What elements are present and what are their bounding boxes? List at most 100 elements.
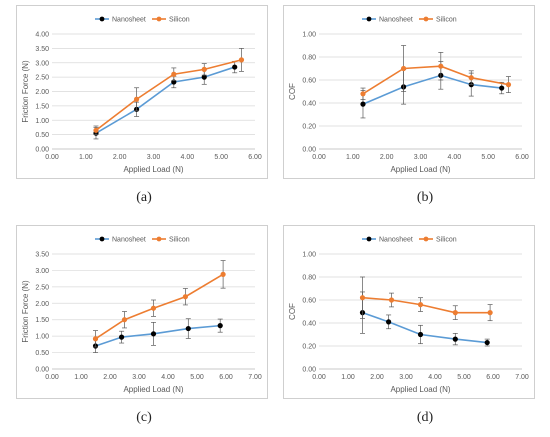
y-tick-label: 0.00 — [35, 147, 49, 154]
x-tick-label: 0.00 — [312, 374, 326, 381]
caption-d: (d) — [416, 410, 434, 425]
y-tick-label: 0.00 — [302, 367, 316, 374]
y-tick-label: 0.80 — [302, 55, 316, 62]
x-tick-label: 2.00 — [103, 374, 117, 381]
y-tick-label: 1.00 — [35, 118, 49, 125]
chart-panel-a: 0.00 0.50 1.00 1.50 2.00 2.50 3.00 3.50 4.00 0.00… — [16, 5, 268, 179]
legend-label: Nanosheet — [112, 237, 146, 244]
data-point — [201, 74, 207, 80]
x-axis-label: Applied Load (N) — [390, 165, 450, 174]
y-tick-label: 4.00 — [35, 32, 49, 39]
data-point — [452, 310, 458, 316]
data-point — [386, 319, 392, 325]
x-tick-label: 6.00 — [219, 374, 233, 381]
data-point — [171, 71, 177, 77]
data-point — [119, 334, 125, 340]
chart-svg: 0.00 0.20 0.40 0.60 0.80 1.00 0.00 1.00 2.00 3.00… — [288, 236, 529, 395]
y-axis-label: Friction Force (N) — [21, 280, 30, 343]
y-tick-label: 2.50 — [35, 75, 49, 82]
legend-marker — [99, 236, 105, 242]
y-tick-label: 1.00 — [302, 252, 316, 259]
x-tick-label: 7.00 — [248, 374, 262, 381]
x-tick-label: 6.00 — [515, 154, 529, 161]
caption-a: (a) — [136, 190, 152, 205]
y-tick-label: 2.00 — [35, 89, 49, 96]
y-tick-label: 3.50 — [35, 252, 49, 259]
x-tick-label: 3.00 — [414, 154, 428, 161]
y-axis-label: COF — [288, 303, 297, 320]
x-axis-label: Applied Load (N) — [123, 385, 183, 394]
legend-label: Silicon — [436, 237, 457, 244]
y-tick-label: 0.00 — [35, 367, 49, 374]
x-tick-label: 4.00 — [181, 154, 195, 161]
legend-marker — [366, 16, 372, 22]
y-tick-label: 0.50 — [35, 132, 49, 139]
y-tick-label: 0.00 — [302, 147, 316, 154]
data-point — [150, 331, 157, 337]
data-point — [505, 82, 512, 88]
x-tick-label: 5.00 — [481, 154, 495, 161]
x-tick-label: 0.00 — [45, 374, 59, 381]
x-tick-label: 4.00 — [448, 154, 462, 161]
legend-label: Silicon — [169, 237, 190, 244]
chart-svg: 0.00 0.50 1.00 1.50 2.00 2.50 3.00 3.50 0.00 1.00… — [21, 236, 262, 395]
y-axis-label: COF — [288, 83, 297, 100]
y-tick-label: 3.00 — [35, 60, 49, 67]
y-tick-label: 0.60 — [302, 78, 316, 85]
legend-label: Nanosheet — [379, 237, 413, 244]
caption-b: (b) — [416, 190, 434, 205]
data-point — [217, 323, 223, 329]
data-point — [417, 302, 424, 308]
y-tick-label: 3.50 — [35, 46, 49, 53]
legend-marker — [156, 236, 162, 242]
chart-svg: 0.00 0.20 0.40 0.60 0.80 1.00 0.00 1.00 2.00 3.00… — [288, 16, 529, 175]
caption-c: (c) — [136, 410, 152, 425]
series-line — [95, 273, 224, 340]
x-tick-label: 4.00 — [161, 374, 175, 381]
y-axis-label: Friction Force (N) — [21, 60, 30, 123]
legend-label: Nanosheet — [379, 17, 413, 24]
x-tick-label: 6.00 — [248, 154, 262, 161]
data-point — [499, 85, 505, 91]
x-tick-label: 3.00 — [399, 374, 413, 381]
y-tick-label: 0.20 — [302, 124, 316, 131]
x-tick-label: 2.00 — [380, 154, 394, 161]
data-point — [238, 57, 245, 63]
legend-marker — [99, 16, 105, 22]
x-tick-label: 7.00 — [515, 374, 529, 381]
data-point — [468, 75, 474, 81]
y-tick-label: 1.50 — [35, 103, 49, 110]
x-tick-label: 2.00 — [370, 374, 384, 381]
data-point — [452, 336, 458, 342]
legend-marker — [423, 236, 429, 242]
x-tick-label: 3.00 — [147, 154, 161, 161]
y-tick-label: 1.00 — [35, 334, 49, 341]
x-tick-label: 5.00 — [214, 154, 228, 161]
x-tick-label: 1.00 — [341, 374, 355, 381]
data-point — [133, 96, 140, 102]
x-tick-label: 2.00 — [113, 154, 127, 161]
x-tick-label: 6.00 — [486, 374, 500, 381]
y-tick-label: 0.80 — [302, 275, 316, 282]
chart-panel-c: 0.00 0.50 1.00 1.50 2.00 2.50 3.00 3.50 0.00 1.00… — [16, 225, 268, 399]
x-tick-label: 5.00 — [190, 374, 204, 381]
data-point — [92, 336, 99, 342]
data-point — [232, 64, 238, 70]
data-point — [438, 63, 444, 69]
data-point — [220, 271, 226, 277]
data-point — [359, 295, 366, 301]
data-point — [400, 65, 407, 72]
data-point — [484, 339, 490, 346]
legend-marker — [366, 236, 372, 242]
y-tick-label: 0.50 — [35, 350, 49, 357]
x-tick-label: 5.00 — [457, 374, 471, 381]
legend-marker — [156, 16, 162, 22]
x-tick-label: 1.00 — [79, 154, 93, 161]
y-tick-label: 1.50 — [35, 317, 49, 324]
y-tick-label: 0.20 — [302, 344, 316, 351]
y-tick-label: 1.00 — [302, 32, 316, 39]
data-point — [360, 91, 366, 97]
legend-marker — [423, 16, 429, 22]
x-tick-label: 1.00 — [74, 374, 88, 381]
data-point — [360, 101, 366, 107]
